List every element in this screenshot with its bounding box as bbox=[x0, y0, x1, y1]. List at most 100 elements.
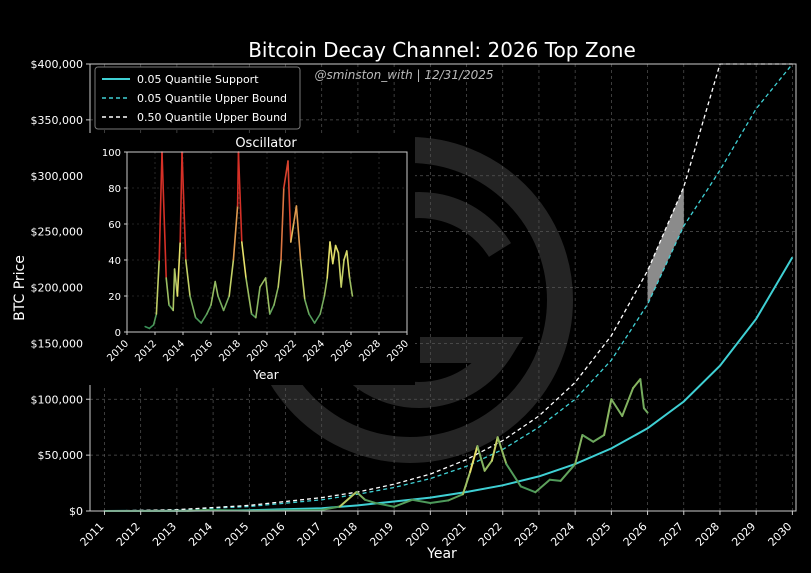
inset-x-label: Year bbox=[252, 368, 278, 382]
btc-price-segment bbox=[574, 434, 584, 466]
oscillator-segment bbox=[289, 223, 295, 243]
inset-y-tick-label: 0 bbox=[115, 328, 121, 339]
oscillator-segment bbox=[308, 313, 316, 324]
oscillator-segment bbox=[245, 277, 253, 315]
oscillator-segment bbox=[326, 241, 331, 279]
oscillator-segment bbox=[155, 259, 160, 315]
btc-price-segment bbox=[429, 499, 450, 504]
oscillator-segment bbox=[280, 187, 285, 261]
btc-price-segment bbox=[581, 434, 595, 443]
oscillator-segment bbox=[165, 277, 170, 306]
oscillator-segment bbox=[189, 295, 197, 319]
inset-y-tick-label: 40 bbox=[108, 256, 121, 267]
inset-title: Oscillator bbox=[235, 136, 297, 151]
btc-price-segment bbox=[284, 508, 323, 512]
btc-price-segment bbox=[375, 502, 396, 508]
inset-y-tick-label: 20 bbox=[108, 292, 121, 303]
btc-price-segment bbox=[519, 485, 537, 494]
y-axis-ticks: $0 $50,000 $100,000 $150,000 $200,000 $250,00… bbox=[31, 58, 90, 518]
btc-price-segment bbox=[534, 478, 551, 494]
oscillator-segment bbox=[268, 304, 275, 315]
y-tick-label: $200,000 bbox=[31, 282, 84, 295]
oscillator-segment bbox=[179, 151, 183, 243]
btc-price-segment bbox=[603, 398, 613, 437]
y-tick-label: $400,000 bbox=[31, 58, 84, 71]
legend-label-upper-50: 0.50 Quantile Upper Bound bbox=[137, 111, 287, 124]
oscillator-segment bbox=[299, 259, 306, 301]
oscillator-segment bbox=[148, 323, 155, 330]
btc-price-segment bbox=[642, 407, 649, 414]
oscillator-segment bbox=[340, 259, 345, 288]
oscillator-segment bbox=[295, 205, 302, 261]
oscillator-segment bbox=[222, 295, 230, 312]
y-tick-label: $100,000 bbox=[31, 393, 84, 406]
y-tick-label: $0 bbox=[69, 505, 83, 518]
legend-label-support: 0.05 Quantile Support bbox=[137, 73, 259, 86]
oscillator-segment bbox=[331, 244, 337, 265]
oscillator-segment bbox=[334, 244, 340, 254]
oscillator-segment bbox=[185, 259, 191, 297]
oscillator-segment bbox=[181, 151, 187, 261]
oscillator-segment bbox=[319, 295, 326, 315]
top-zone-polygon bbox=[647, 186, 684, 305]
oscillator-segment bbox=[273, 286, 280, 306]
series-line-2 bbox=[104, 63, 793, 512]
oscillator-segment bbox=[259, 277, 267, 288]
btc-price-segment bbox=[632, 378, 642, 390]
inset-background bbox=[85, 133, 415, 385]
btc-price-segment bbox=[476, 445, 486, 472]
btc-price-segment bbox=[461, 470, 472, 496]
oscillator-segment bbox=[176, 241, 181, 297]
btc-price-segment bbox=[490, 436, 499, 462]
oscillator-segment bbox=[152, 313, 158, 326]
inset-y-tick-label: 80 bbox=[108, 184, 121, 195]
chart-subtitle: @sminston_with | 12/31/2025 bbox=[314, 68, 493, 82]
legend-box bbox=[94, 66, 301, 130]
btc-price-segment bbox=[610, 398, 624, 418]
y-axis-label: BTC Price bbox=[12, 255, 28, 321]
oscillator-segment bbox=[237, 151, 243, 243]
btc-price-segment bbox=[469, 445, 479, 473]
btc-price-segment bbox=[483, 459, 493, 472]
oscillator-segment bbox=[323, 277, 329, 297]
oscillator-segment bbox=[277, 259, 282, 288]
oscillator-segment bbox=[345, 250, 351, 279]
btc-price-segment bbox=[411, 498, 432, 504]
btc-price-segment bbox=[548, 478, 562, 482]
oscillator-segment bbox=[282, 160, 289, 189]
oscillator-segment bbox=[303, 298, 310, 315]
oscillator-segment bbox=[200, 313, 208, 324]
btc-price-segment bbox=[592, 434, 606, 443]
oscillator-inset: Oscillator 2010 2012 2014 2016 2018 2020 2022 2… bbox=[85, 133, 415, 385]
y-tick-label: $150,000 bbox=[31, 337, 84, 350]
btc-price-segment bbox=[393, 498, 414, 508]
y-tick-label: $350,000 bbox=[31, 114, 84, 127]
oscillator-segment bbox=[264, 277, 271, 315]
y-tick-label: $300,000 bbox=[31, 170, 84, 183]
x-axis-label: Year bbox=[426, 546, 457, 562]
oscillator-segment bbox=[161, 151, 167, 279]
inset-y-tick-label: 100 bbox=[102, 148, 121, 159]
btc-price-segment bbox=[338, 491, 358, 508]
oscillator-segment bbox=[287, 160, 292, 243]
y-tick-label: $50,000 bbox=[38, 449, 84, 462]
oscillator-segment bbox=[217, 295, 225, 312]
y-tick-label: $250,000 bbox=[31, 226, 84, 239]
oscillator-segment bbox=[158, 151, 163, 261]
oscillator-segment bbox=[313, 313, 322, 324]
top-zone-highlight bbox=[647, 186, 684, 305]
legend: 0.05 Quantile Support 0.05 Quantile Uppe… bbox=[94, 66, 301, 130]
oscillator-segment bbox=[348, 277, 354, 297]
btc-price-segment bbox=[355, 491, 367, 501]
oscillator-segment bbox=[206, 304, 212, 315]
inset-frame bbox=[126, 151, 408, 333]
series-line-1 bbox=[104, 63, 793, 512]
btc-price-segment bbox=[320, 505, 341, 511]
btc-price-segment bbox=[496, 436, 508, 466]
oscillator-segment bbox=[210, 280, 216, 306]
chart-title: Bitcoin Decay Channel: 2026 Top Zone bbox=[248, 38, 636, 62]
oscillator-segment bbox=[329, 241, 334, 265]
btc-price-segment bbox=[505, 463, 522, 488]
btc-price-segment bbox=[621, 387, 635, 418]
